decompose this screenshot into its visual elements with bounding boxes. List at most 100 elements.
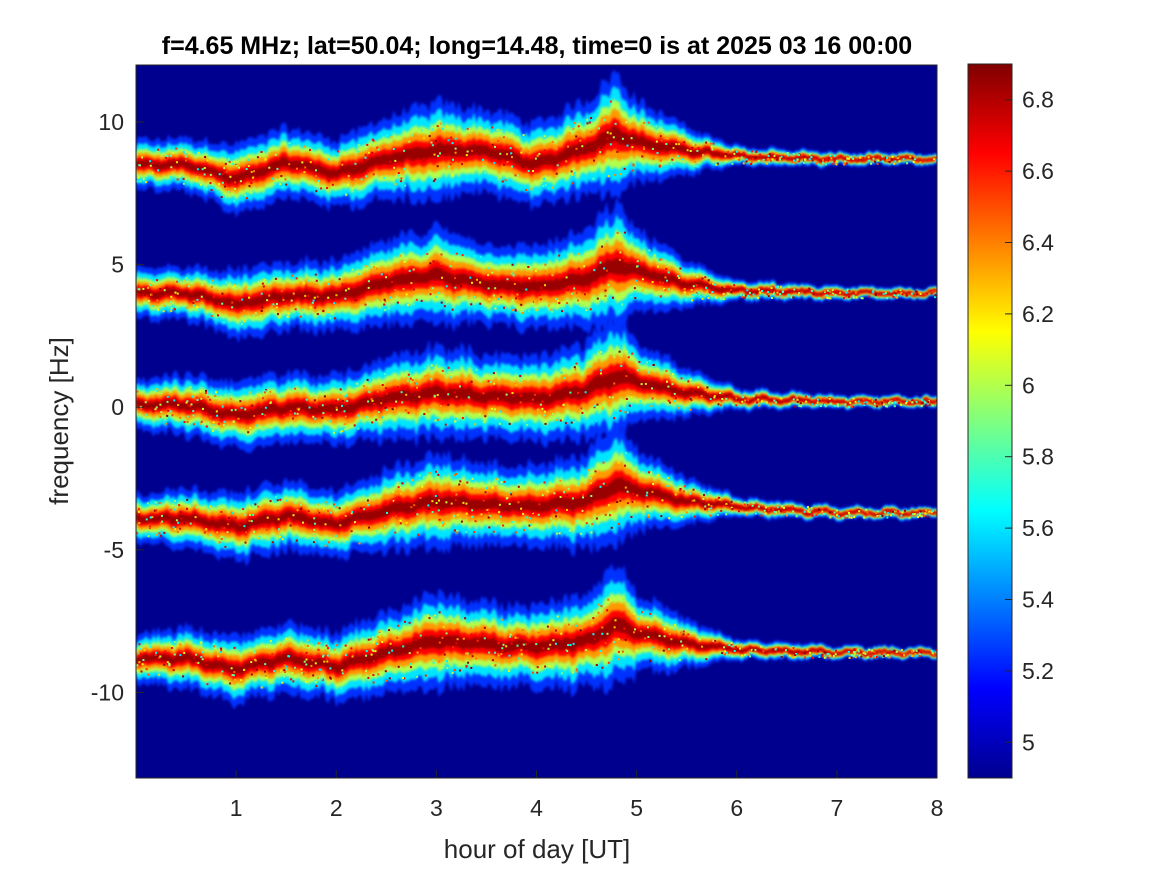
heatmap-speckle [177, 280, 180, 283]
heatmap-speckle [136, 669, 139, 672]
heatmap-speckle [243, 320, 246, 323]
heatmap-speckle [465, 665, 468, 668]
heatmap-speckle [373, 266, 376, 268]
heatmap-speckle [283, 669, 286, 672]
heatmap-speckle [451, 308, 454, 311]
heatmap-speckle [433, 394, 436, 397]
heatmap-speckle [225, 171, 228, 174]
heatmap-speckle [296, 509, 299, 512]
heatmap-speckle [645, 494, 648, 497]
heatmap-speckle [253, 410, 256, 413]
heatmap-speckle [449, 163, 452, 166]
heatmap-speckle [416, 177, 419, 179]
heatmap-speckle [333, 503, 335, 506]
heatmap-speckle [837, 515, 840, 518]
heatmap-speckle [508, 422, 511, 425]
heatmap-speckle [240, 407, 243, 409]
heatmap-speckle [258, 535, 261, 538]
heatmap-speckle [566, 302, 569, 305]
heatmap-speckle [207, 396, 210, 399]
heatmap-speckle [584, 391, 587, 394]
heatmap-speckle [532, 512, 534, 515]
heatmap-speckle [652, 157, 655, 160]
heatmap-speckle [385, 679, 388, 682]
heatmap-speckle [861, 402, 864, 405]
heatmap-speckle [850, 405, 853, 408]
colorbar-tick-label: 6.2 [1022, 301, 1054, 327]
heatmap-speckle [496, 128, 499, 131]
heatmap-speckle [599, 151, 602, 154]
heatmap-speckle [677, 406, 680, 409]
heatmap-speckle [316, 677, 319, 679]
heatmap-speckle [383, 176, 386, 179]
heatmap-speckle [551, 274, 554, 277]
heatmap-speckle [338, 278, 341, 281]
x-tick-label: 1 [230, 795, 243, 821]
heatmap-speckle [346, 184, 349, 187]
heatmap-speckle [874, 160, 876, 163]
heatmap-speckle [857, 400, 860, 403]
heatmap-speckle [285, 183, 288, 186]
heatmap-speckle [159, 403, 162, 406]
heatmap-speckle [453, 391, 456, 394]
heatmap-speckle [184, 153, 187, 155]
heatmap-speckle [804, 656, 807, 659]
heatmap-speckle [317, 648, 320, 651]
heatmap-speckle [316, 531, 319, 534]
heatmap-speckle [616, 501, 619, 503]
heatmap-speckle [514, 308, 517, 311]
heatmap-speckle [204, 156, 207, 158]
heatmap-speckle [848, 295, 850, 298]
heatmap-speckle [252, 657, 255, 660]
heatmap-speckle [501, 650, 504, 652]
heatmap-speckle [451, 174, 454, 177]
heatmap-speckle [276, 306, 278, 309]
heatmap-speckle [834, 294, 837, 296]
heatmap-speckle [606, 131, 609, 134]
heatmap-speckle [549, 643, 552, 646]
heatmap-speckle [852, 296, 855, 299]
heatmap-speckle [554, 642, 557, 645]
heatmap-speckle [207, 421, 210, 424]
heatmap-speckle [569, 644, 572, 646]
heatmap-speckle [822, 161, 824, 164]
heatmap-speckle [221, 181, 224, 184]
heatmap-speckle [707, 491, 710, 494]
heatmap-speckle [657, 259, 660, 262]
heatmap-speckle [487, 512, 490, 515]
heatmap-speckle [228, 158, 230, 161]
heatmap-speckle [897, 402, 900, 404]
heatmap-speckle [401, 401, 404, 404]
heatmap-speckle [674, 623, 677, 626]
heatmap-speckle [393, 289, 396, 291]
heatmap-speckle [405, 393, 408, 396]
heatmap-speckle [170, 154, 172, 157]
heatmap-speckle [495, 164, 498, 167]
heatmap-speckle [580, 407, 583, 410]
heatmap-speckle [419, 634, 422, 637]
heatmap-speckle [454, 286, 457, 289]
heatmap-speckle [601, 296, 604, 299]
heatmap-speckle [455, 493, 458, 496]
heatmap-speckle [793, 159, 795, 162]
heatmap-speckle [247, 431, 250, 434]
heatmap-speckle [344, 428, 347, 431]
heatmap-speckle [758, 291, 761, 294]
heatmap-speckle [441, 521, 444, 524]
heatmap-speckle [497, 642, 500, 645]
heatmap-speckle [200, 183, 203, 186]
heatmap-speckle [227, 187, 229, 190]
heatmap-speckle [344, 395, 347, 398]
heatmap-speckle [682, 388, 685, 391]
heatmap-speckle [468, 397, 471, 400]
heatmap-speckle [705, 287, 708, 289]
heatmap-speckle [935, 158, 937, 161]
heatmap-speckle [248, 391, 251, 394]
heatmap-speckle [546, 625, 549, 628]
heatmap-speckle [845, 398, 848, 401]
heatmap-speckle [408, 375, 410, 378]
heatmap-speckle [157, 148, 160, 151]
heatmap-speckle [886, 654, 889, 657]
heatmap-speckle [844, 516, 847, 519]
heatmap-speckle [206, 683, 209, 686]
